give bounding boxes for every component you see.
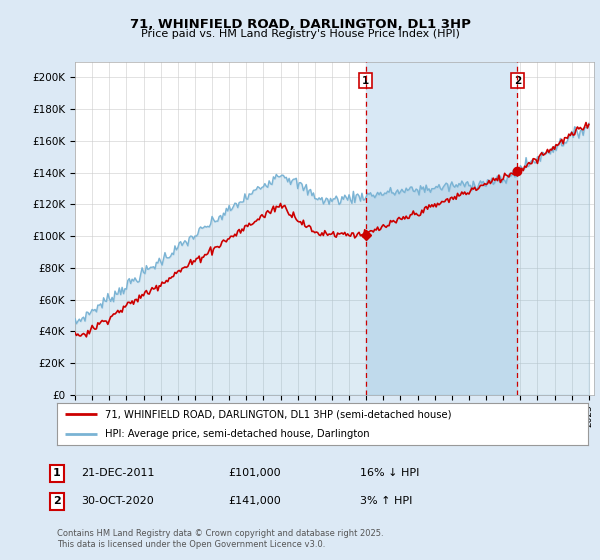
- Text: HPI: Average price, semi-detached house, Darlington: HPI: Average price, semi-detached house,…: [105, 430, 370, 439]
- Text: £141,000: £141,000: [228, 496, 281, 506]
- Text: 71, WHINFIELD ROAD, DARLINGTON, DL1 3HP (semi-detached house): 71, WHINFIELD ROAD, DARLINGTON, DL1 3HP …: [105, 409, 451, 419]
- Text: 1: 1: [53, 468, 61, 478]
- Text: 30-OCT-2020: 30-OCT-2020: [81, 496, 154, 506]
- Text: 2: 2: [514, 76, 521, 86]
- Text: 71, WHINFIELD ROAD, DARLINGTON, DL1 3HP: 71, WHINFIELD ROAD, DARLINGTON, DL1 3HP: [130, 18, 470, 31]
- Text: £101,000: £101,000: [228, 468, 281, 478]
- Bar: [365, 62, 517, 395]
- Text: 16% ↓ HPI: 16% ↓ HPI: [360, 468, 419, 478]
- Text: 2: 2: [53, 496, 61, 506]
- Text: 3% ↑ HPI: 3% ↑ HPI: [360, 496, 412, 506]
- Text: Contains HM Land Registry data © Crown copyright and database right 2025.
This d: Contains HM Land Registry data © Crown c…: [57, 529, 383, 549]
- Text: Price paid vs. HM Land Registry's House Price Index (HPI): Price paid vs. HM Land Registry's House …: [140, 29, 460, 39]
- Text: 1: 1: [362, 76, 369, 86]
- Text: 21-DEC-2011: 21-DEC-2011: [81, 468, 155, 478]
